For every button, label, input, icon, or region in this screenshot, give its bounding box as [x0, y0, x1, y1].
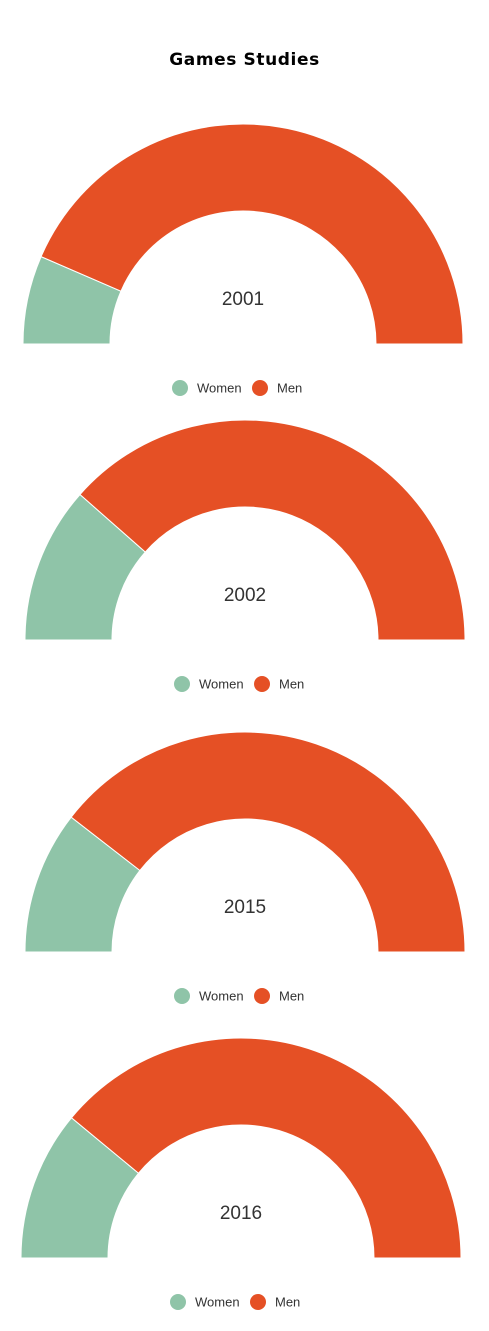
legend-2002: Women Men	[174, 676, 304, 692]
legend-marker-men	[254, 988, 270, 1004]
legend-marker-women	[174, 988, 190, 1004]
legend-label-women: Women	[195, 1295, 240, 1310]
gauge-chart-2016: 2016 Women Men	[20, 1037, 462, 1310]
legend-2016: Women Men	[170, 1294, 300, 1310]
legend-label-men: Men	[277, 381, 302, 396]
slice-men-2015[interactable]	[70, 731, 466, 953]
legend-2001: Women Men	[172, 380, 302, 396]
legend-label-men: Men	[279, 989, 304, 1004]
gauge-label-2015: 2015	[224, 897, 266, 918]
legend-label-men: Men	[275, 1295, 300, 1310]
gauge-chart-2001: 2001 Women Men	[22, 123, 464, 396]
legend-marker-men	[250, 1294, 266, 1310]
page-title: Games Studies	[169, 50, 320, 70]
legend-marker-men	[254, 676, 270, 692]
legend-label-women: Women	[199, 677, 244, 692]
gauge-label-2002: 2002	[224, 585, 266, 606]
legend-label-women: Women	[197, 381, 242, 396]
slice-men-2016[interactable]	[70, 1037, 462, 1259]
gauge-chart-2015: 2015 Women Men	[24, 731, 466, 1004]
legend-marker-women	[170, 1294, 186, 1310]
gauge-chart-2002: 2002 Women Men	[24, 419, 466, 692]
legend-2015: Women Men	[174, 988, 304, 1004]
legend-label-men: Men	[279, 677, 304, 692]
slice-men-2002[interactable]	[79, 419, 466, 641]
legend-marker-women	[174, 676, 190, 692]
legend-label-women: Women	[199, 989, 244, 1004]
gauge-label-2016: 2016	[220, 1203, 262, 1224]
gauge-label-2001: 2001	[222, 289, 264, 310]
legend-marker-women	[172, 380, 188, 396]
legend-marker-men	[252, 380, 268, 396]
slice-men-2001[interactable]	[40, 123, 464, 345]
